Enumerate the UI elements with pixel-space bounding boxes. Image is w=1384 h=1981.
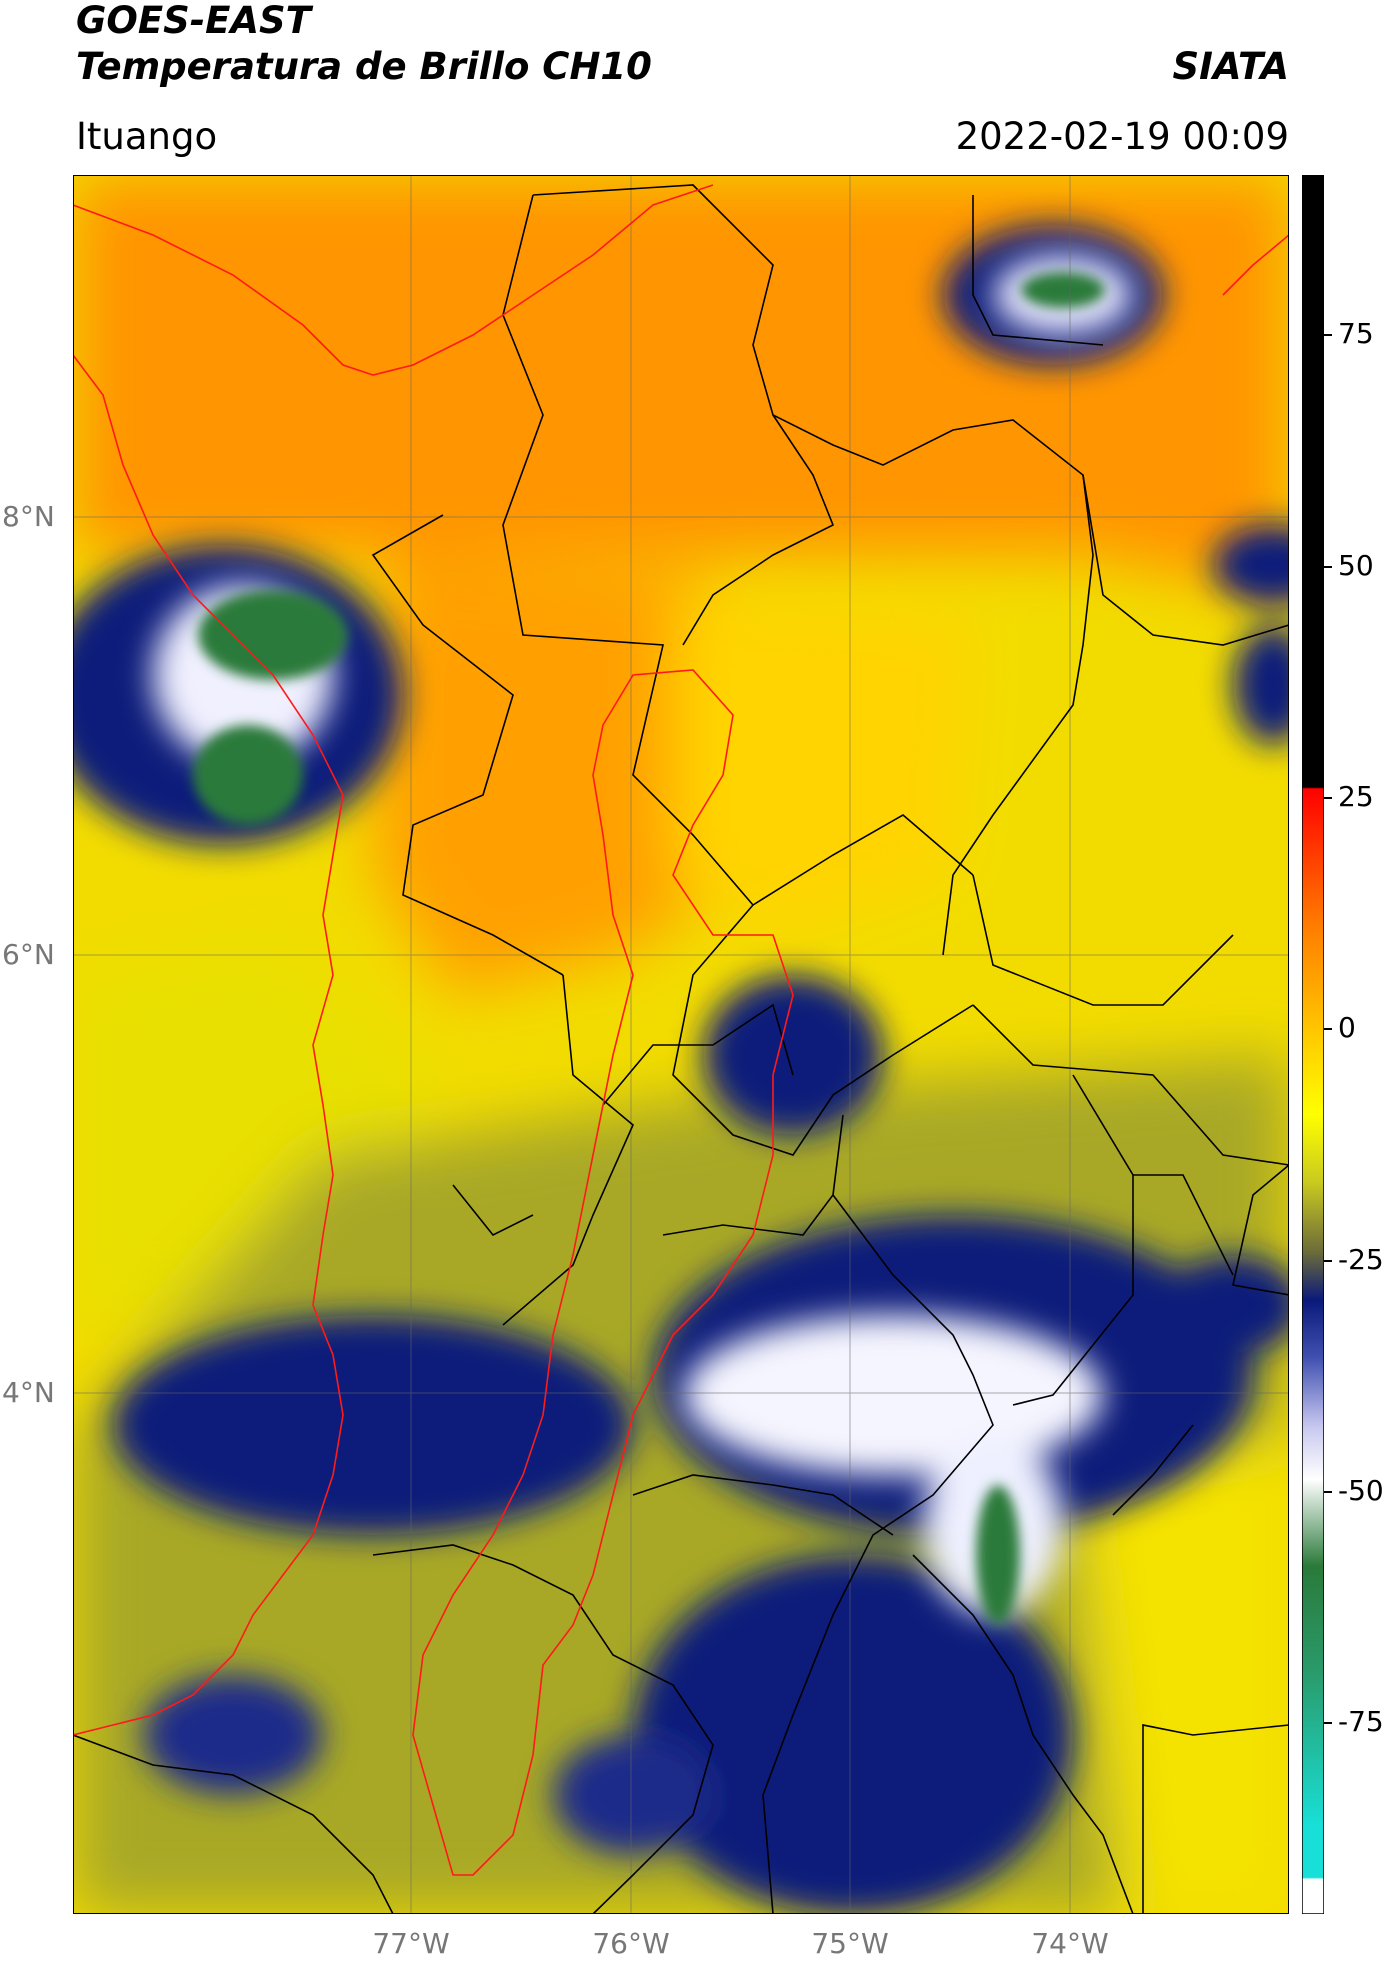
colorbar-tick-label: 0 [1338,1011,1356,1044]
satellite-title: GOES-EAST [76,0,311,42]
lat-label: 8°N [2,500,55,533]
datetime-label: 2022-02-19 00:09 [955,115,1289,158]
map-frame [73,175,1289,1914]
ituango-basin-outline [412,669,794,1876]
temperature-colorbar [1302,175,1324,1914]
lon-label: 76°W [592,1927,670,1960]
colorbar-tick-label: 75 [1338,317,1374,350]
lat-label: 6°N [2,938,55,971]
lon-label: 77°W [372,1927,450,1960]
product-title: Temperatura de Brillo CH10 [76,45,652,88]
org-label: SIATA [1172,45,1289,88]
location-label: Ituango [76,115,218,158]
brightness-temperature-map [73,175,1289,1914]
coastline [73,184,1289,1736]
colorbar-tick-label: -25 [1338,1243,1384,1276]
colorbar-tick-label: -75 [1338,1705,1384,1738]
colorbar-tick-label: -50 [1338,1474,1384,1507]
colorbar-tick-label: 25 [1338,780,1374,813]
temperature-field [73,175,1289,1914]
lon-label: 75°W [811,1927,889,1960]
lon-label: 74°W [1031,1927,1109,1960]
colorbar-tick-label: 50 [1338,549,1374,582]
department-borders [73,184,1289,1914]
lat-label: 4°N [2,1376,55,1409]
